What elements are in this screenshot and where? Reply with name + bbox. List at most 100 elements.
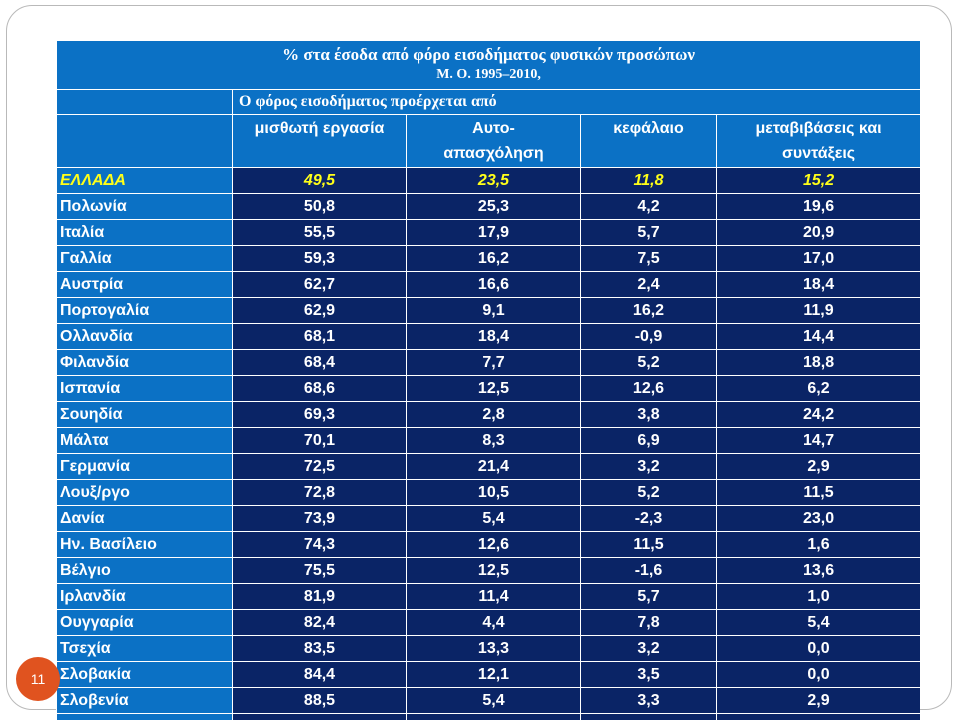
value-cell: 7,5: [580, 245, 717, 272]
table-row: Ουγγαρία 82,4 4,4 7,8 5,4: [56, 609, 920, 636]
value-cell: 74,3: [232, 531, 407, 558]
value-cell: 13,6: [715, 557, 920, 584]
value-cell: 15,2: [715, 167, 920, 194]
table-row: Βέλγιο 75,5 12,5 -1,6 13,6: [56, 557, 920, 584]
value-cell: 62,7: [232, 271, 407, 298]
value-cell: 5,4: [715, 609, 920, 636]
column-header-self-employment-line1: Αυτο-: [472, 120, 515, 137]
value-cell: 2,8: [406, 401, 581, 428]
value-cell: 59,3: [232, 245, 407, 272]
value-cell: 3,8: [580, 401, 717, 428]
value-cell: 12,6: [580, 375, 717, 402]
origin-header-blank: [56, 89, 233, 115]
value-cell: 5,2: [580, 479, 717, 506]
value-cell: 3,2: [580, 453, 717, 480]
value-cell: 50,8: [232, 193, 407, 220]
greece-row: ΕΛΛΑΔΑ 49,5 23,5 11,8 15,2: [56, 167, 920, 194]
value-cell: 5,4: [406, 505, 581, 532]
value-cell: 6,2: [715, 375, 920, 402]
value-cell: 5,7: [580, 219, 717, 246]
country-cell: Ιταλία: [56, 219, 233, 246]
value-cell: 81,9: [232, 583, 407, 610]
value-cell: 10,8: [406, 713, 581, 720]
table-row: Ιταλία 55,5 17,9 5,7 20,9: [56, 219, 920, 246]
value-cell: -2,3: [580, 505, 717, 532]
value-cell: 3,3: [580, 687, 717, 714]
column-header-blank: [56, 114, 233, 168]
value-cell: 84,4: [232, 661, 407, 688]
table-row: Τσεχία 83,5 13,3 3,2 0,0: [56, 635, 920, 662]
value-cell: 14,7: [715, 427, 920, 454]
value-cell: 8,3: [406, 427, 581, 454]
value-cell: 13,3: [406, 635, 581, 662]
country-cell: Σλοβακία: [56, 661, 233, 688]
table-title: % στα έσοδα από φόρο εισοδήματος φυσικών…: [56, 40, 920, 90]
table-row: Ολλανδία 68,1 18,4 -0,9 14,4: [56, 323, 920, 350]
value-cell: 3,2: [580, 635, 717, 662]
country-cell: Ουγγαρία: [56, 609, 233, 636]
value-cell: 19,6: [715, 193, 920, 220]
country-cell: Ισπανία: [56, 375, 233, 402]
table-row: Πολωνία 50,8 25,3 4,2 19,6: [56, 193, 920, 220]
value-cell: 16,2: [406, 245, 581, 272]
value-cell: 12,1: [406, 661, 581, 688]
slide-number-badge: 11: [16, 657, 60, 701]
value-cell: 10,5: [406, 479, 581, 506]
country-cell: ΕΛΛΑΔΑ: [56, 167, 233, 194]
column-header-capital-line1: κεφάλαιο: [613, 120, 684, 137]
value-cell: 11,5: [715, 479, 920, 506]
table-row: Φιλανδία 68,4 7,7 5,2 18,8: [56, 349, 920, 376]
value-cell: 83,5: [232, 635, 407, 662]
value-cell: 62,9: [232, 297, 407, 324]
country-cell: Λουξ/ργο: [56, 479, 233, 506]
value-cell: 4,2: [580, 193, 717, 220]
eu-average-row: Μ.Ο ΕΕ-2772,910,85,89,5: [56, 713, 920, 720]
value-cell: -1,6: [580, 557, 717, 584]
value-cell: 68,4: [232, 349, 407, 376]
table-row: Δανία 73,9 5,4 -2,3 23,0: [56, 505, 920, 532]
value-cell: 68,1: [232, 323, 407, 350]
value-cell: 72,8: [232, 479, 407, 506]
value-cell: 16,2: [580, 297, 717, 324]
value-cell: 5,2: [580, 349, 717, 376]
value-cell: 1,0: [715, 583, 920, 610]
origin-header-row: Ο φόρος εισοδήματος προέρχεται από: [56, 89, 920, 115]
value-cell: 18,4: [715, 271, 920, 298]
table-row: Ιρλανδία 81,9 11,4 5,7 1,0: [56, 583, 920, 610]
value-cell: 5,8: [580, 713, 717, 720]
column-header-wages: μισθωτή εργασία: [232, 114, 407, 168]
column-header-transfers-pensions-line1: μεταβιβάσεις και: [755, 120, 882, 137]
country-cell: Ην. Βασίλειο: [56, 531, 233, 558]
value-cell: 24,2: [715, 401, 920, 428]
value-cell: 11,9: [715, 297, 920, 324]
country-cell: Σλοβενία: [56, 687, 233, 714]
value-cell: 7,8: [580, 609, 717, 636]
country-cell: Μάλτα: [56, 427, 233, 454]
value-cell: 14,4: [715, 323, 920, 350]
country-cell: Σουηδία: [56, 401, 233, 428]
table-row: Γαλλία 59,3 16,2 7,5 17,0: [56, 245, 920, 272]
value-cell: 69,3: [232, 401, 407, 428]
country-cell: Γερμανία: [56, 453, 233, 480]
country-cell: Ιρλανδία: [56, 583, 233, 610]
column-header-wages-line1: μισθωτή εργασία: [254, 120, 385, 137]
country-cell: Φιλανδία: [56, 349, 233, 376]
value-cell: 18,4: [406, 323, 581, 350]
value-cell: 2,9: [715, 453, 920, 480]
country-cell: Ολλανδία: [56, 323, 233, 350]
value-cell: 17,0: [715, 245, 920, 272]
table-row: Πορτογαλία 62,9 9,1 16,2 11,9: [56, 297, 920, 324]
value-cell: 5,7: [580, 583, 717, 610]
table-row: Αυστρία 62,7 16,6 2,4 18,4: [56, 271, 920, 298]
country-cell: Αυστρία: [56, 271, 233, 298]
value-cell: 23,5: [406, 167, 581, 194]
column-header-capital: κεφάλαιο: [580, 114, 717, 168]
country-cell: Τσεχία: [56, 635, 233, 662]
value-cell: 21,4: [406, 453, 581, 480]
value-cell: 23,0: [715, 505, 920, 532]
value-cell: 9,1: [406, 297, 581, 324]
value-cell: 9,5: [715, 713, 920, 720]
value-cell: 11,4: [406, 583, 581, 610]
column-header-self-employment: Αυτο- απασχόληση: [406, 114, 581, 168]
value-cell: 18,8: [715, 349, 920, 376]
